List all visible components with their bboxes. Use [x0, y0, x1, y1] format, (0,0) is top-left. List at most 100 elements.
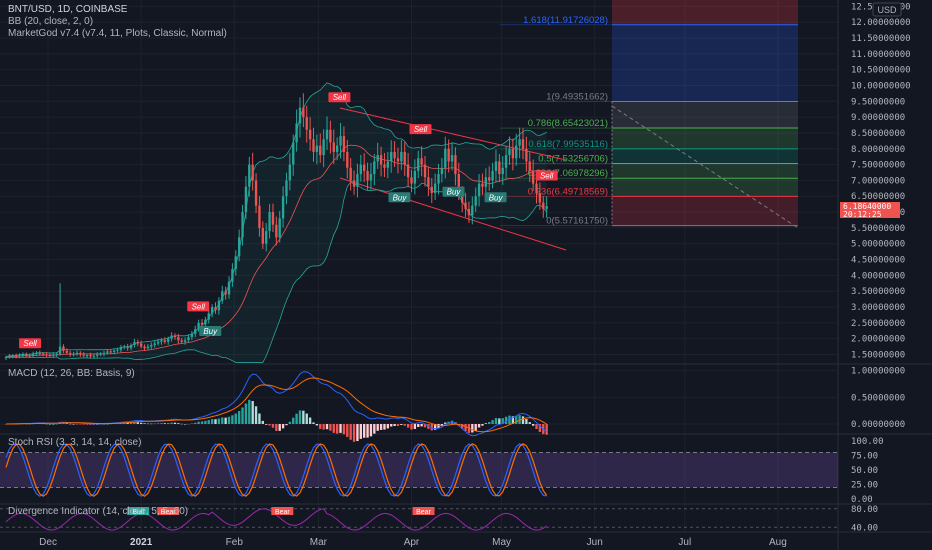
candle-body: [265, 231, 268, 244]
candle-body: [4, 357, 8, 359]
macd-histogram-bar: [325, 424, 329, 430]
candle-body: [460, 193, 464, 203]
macd-histogram-bar: [308, 417, 312, 424]
macd-histogram-bar: [52, 423, 55, 425]
candle-body: [511, 148, 515, 159]
price-tick-label: 2.00000000: [851, 335, 905, 345]
candle-body: [325, 129, 329, 140]
candle-body: [390, 151, 393, 162]
macd-histogram-bar: [268, 424, 271, 426]
price-tick-label: 9.00000000: [851, 113, 905, 123]
price-tick-label: 7.50000000: [851, 161, 905, 171]
macd-histogram-bar: [194, 422, 197, 424]
channel-upper-line[interactable]: [339, 107, 567, 161]
candle-body: [292, 142, 295, 165]
macd-histogram-bar: [156, 423, 160, 424]
macd-histogram-bar: [150, 423, 153, 425]
sell-signal-label: Sell: [333, 93, 347, 102]
macd-histogram-bar: [45, 423, 48, 425]
projection-dashed-line[interactable]: [611, 105, 799, 229]
candle-body: [244, 186, 248, 213]
macd-histogram-bar: [417, 424, 420, 427]
candle-body: [258, 205, 261, 228]
fib-level-label: 1(9.49351662): [546, 91, 608, 102]
macd-histogram-bar: [183, 424, 187, 425]
fibonacci-retracement[interactable]: 1.618(11.91726028) 1(9.49351662) 0.786(8.6…: [500, 0, 798, 227]
candle-body: [241, 212, 244, 238]
candle-body: [85, 355, 89, 357]
signal-labels: Sell Sell Buy Sell Buy Sell Buy Buy Sell: [19, 92, 558, 349]
macd-histogram-bar: [430, 424, 433, 431]
candle-body: [52, 354, 55, 356]
candle-body: [123, 346, 126, 348]
countdown-label: 20:12:25: [843, 210, 882, 219]
macd-histogram-bar: [241, 407, 244, 424]
candle-body: [342, 136, 346, 152]
candle-body: [170, 335, 173, 339]
macd-histogram-bar: [379, 424, 383, 430]
macd-histogram-bar: [72, 424, 75, 425]
macd-histogram-bar: [190, 423, 194, 424]
price-tick-label: 6.50000000: [851, 192, 905, 202]
candle-body: [295, 123, 298, 143]
candle-body: [92, 355, 96, 357]
candle-body: [444, 148, 447, 168]
candle-body: [106, 351, 109, 353]
macd-histogram-bar: [511, 416, 515, 424]
time-axis[interactable]: Dec 2021 Feb Mar Apr May Jun Jul Aug: [39, 537, 787, 548]
candle-body: [447, 148, 450, 162]
time-tick-label: Aug: [769, 537, 787, 548]
fib-zone: [612, 148, 798, 164]
macd-histogram-bar: [356, 424, 359, 442]
stoch-rsi-title[interactable]: Stoch RSI (3, 3, 14, 14, close): [8, 437, 141, 448]
candle-body: [48, 355, 52, 357]
sell-signal-badge: [19, 338, 42, 349]
candle-body: [173, 335, 177, 338]
candle-body: [82, 354, 85, 356]
divergence-panel[interactable]: 80.00 40.00 Bear Bear Bear Bull: [0, 505, 878, 534]
candle-body: [133, 341, 136, 346]
candle-body: [420, 158, 423, 165]
price-tick-label: 9.50000000: [851, 97, 905, 107]
stoch-tick-label: 25.00: [851, 481, 878, 491]
macd-histogram-bar: [386, 424, 390, 429]
candle-body: [319, 145, 322, 156]
macd-histogram-bar: [281, 424, 285, 429]
buy-signal-label: Buy: [393, 193, 408, 202]
sell-signal-label: Sell: [23, 339, 37, 348]
sell-signal-badge: [187, 301, 210, 312]
candle-body: [31, 353, 35, 356]
macd-histogram-bar: [265, 424, 268, 425]
macd-histogram-bar: [126, 422, 129, 424]
candle-body: [498, 161, 501, 175]
candle-body: [406, 164, 410, 178]
macd-histogram-bar: [406, 424, 410, 428]
last-price-label: 6.18640000: [843, 202, 891, 211]
divergence-title[interactable]: Divergence Indicator (14, close, 5, 5, 6…: [8, 506, 188, 517]
bb-indicator-title[interactable]: BB (20, close, 2, 0): [8, 16, 93, 27]
macd-title[interactable]: MACD (12, 26, BB: Basis, 9): [8, 368, 135, 379]
price-axis[interactable]: 12.5000000012.0000000011.5000000011.0000…: [851, 2, 911, 360]
macd-histogram-bar: [329, 424, 332, 431]
macd-tick-label: 0.00000000: [851, 420, 905, 430]
candle-body: [538, 193, 542, 203]
divergence-marker-label: Bull: [132, 509, 144, 516]
macd-histogram-bar: [231, 415, 234, 424]
currency-badge[interactable]: USD: [872, 2, 902, 17]
fib-zone: [612, 178, 798, 197]
candle-body: [363, 164, 366, 171]
candle-body: [373, 161, 376, 175]
macd-histogram-bar: [261, 420, 264, 424]
macd-histogram-bar: [491, 420, 494, 424]
candle-body: [136, 341, 139, 344]
stoch-rsi-panel[interactable]: 100.00 75.00 50.00 25.00 0.00: [0, 437, 884, 505]
fib-level-label: 0.5(7.53256706): [538, 154, 608, 165]
marketgod-indicator-title[interactable]: MarketGod v7.4 (v7.4, 11, Plots, Classic…: [8, 28, 227, 39]
divergence-marker-label: Bear: [275, 509, 290, 516]
macd-histogram-bar: [504, 416, 508, 424]
buy-signal-label: Buy: [203, 327, 218, 336]
macd-histogram-bar: [339, 424, 342, 433]
macd-panel[interactable]: 1.00000000 0.50000000 0.00000000: [0, 367, 905, 442]
